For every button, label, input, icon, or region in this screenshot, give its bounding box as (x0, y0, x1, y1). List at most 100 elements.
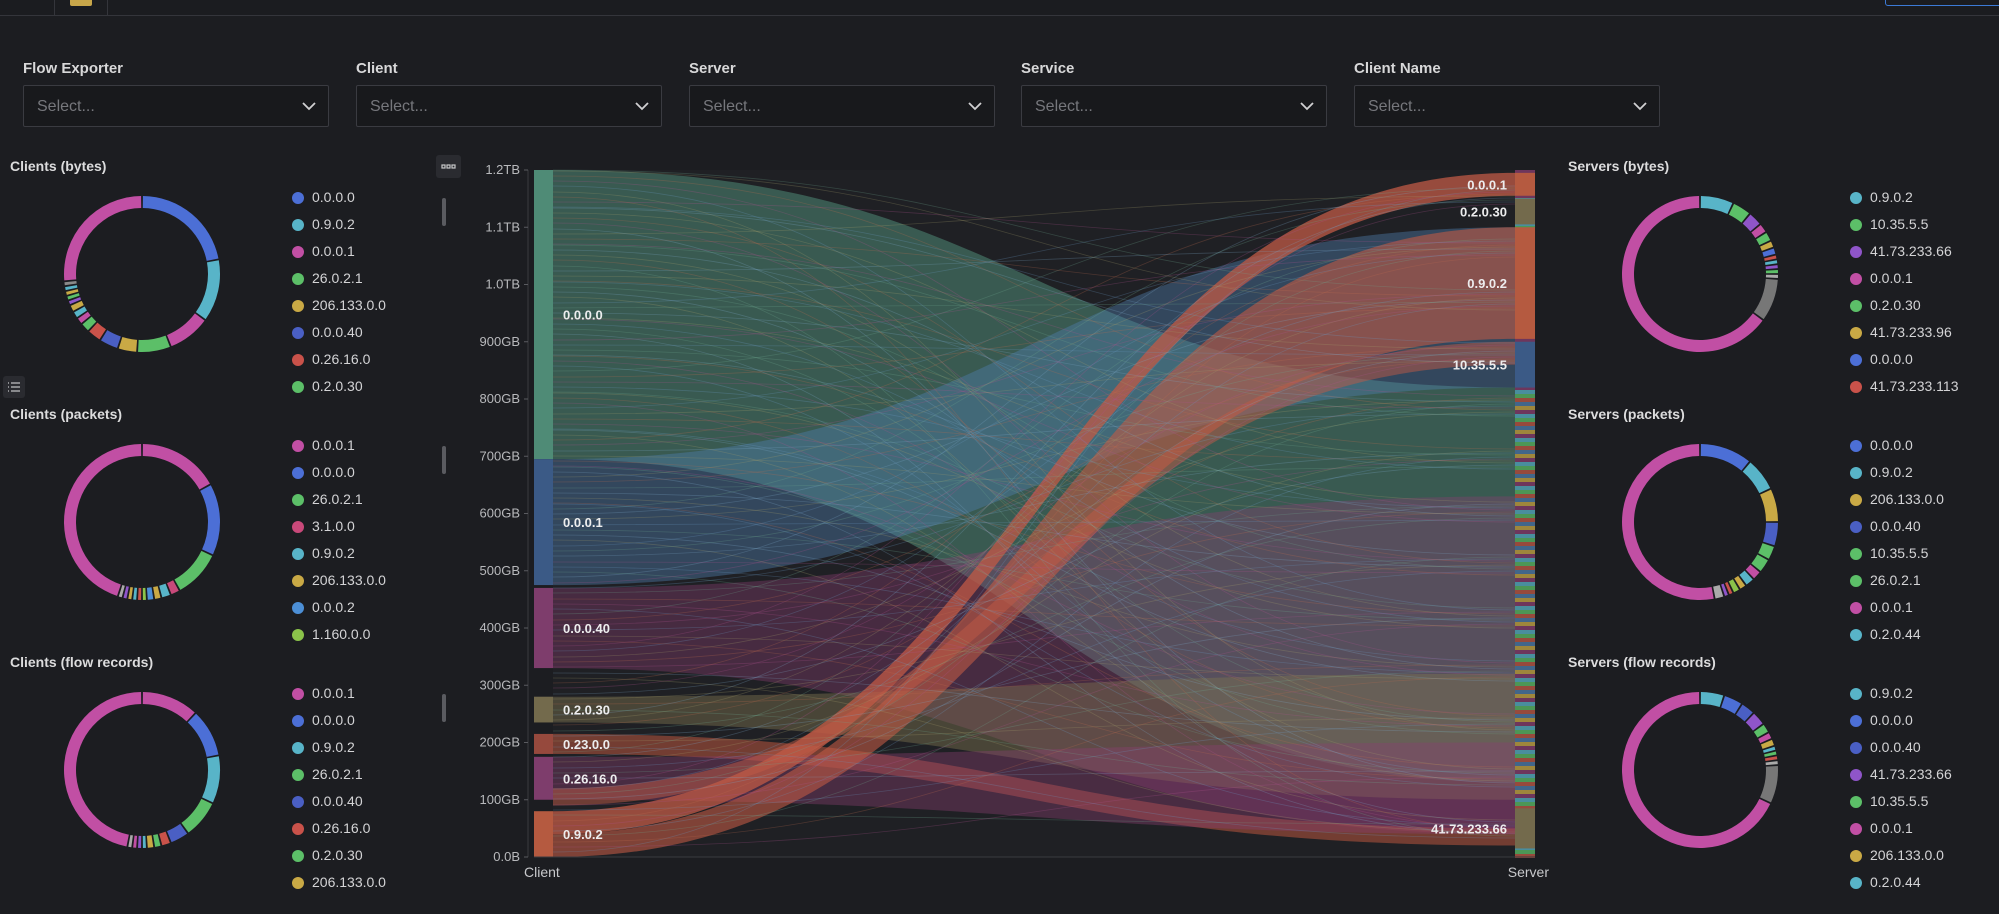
donut-segment[interactable] (138, 587, 142, 600)
donut-segment[interactable] (202, 756, 220, 803)
sankey-node-right-slice[interactable] (1515, 514, 1535, 518)
sankey-node-right-slice[interactable] (1515, 350, 1535, 354)
sankey-node-right-slice[interactable] (1515, 606, 1535, 610)
sankey-node-right[interactable] (1515, 808, 1535, 849)
donut-segment[interactable] (167, 313, 205, 347)
sankey-node-right-slice[interactable] (1515, 202, 1535, 206)
sankey-node-right-slice[interactable] (1515, 394, 1535, 398)
sankey-node-right-slice[interactable] (1515, 802, 1535, 806)
legend-item[interactable]: 1.160.0.0 (292, 623, 442, 650)
sankey-node-right-slice[interactable] (1515, 562, 1535, 566)
donut-segment[interactable] (118, 585, 125, 598)
sankey-node-right-slice[interactable] (1515, 586, 1535, 590)
sankey-node-right-slice[interactable] (1515, 274, 1535, 278)
sankey-node-right-slice[interactable] (1515, 618, 1535, 622)
top-right-button[interactable] (1885, 0, 1999, 6)
clients-flow-records-legend[interactable]: 0.0.0.1 0.0.0.0 0.9.0.2 26.0.2.1 0.0.0.40 0.2… (292, 682, 442, 914)
legend-item[interactable]: 0.9.0.2 (1850, 461, 1999, 488)
donut-segment[interactable] (1763, 522, 1778, 546)
sankey-node-right-slice[interactable] (1515, 294, 1535, 298)
sankey-node-right-slice[interactable] (1515, 190, 1535, 194)
sankey-node-left[interactable] (534, 587, 553, 669)
sankey-node-right-slice[interactable] (1515, 590, 1535, 594)
sankey-node-right-slice[interactable] (1515, 750, 1535, 754)
legend-item[interactable]: 41.73.233.113 (1850, 375, 1999, 402)
sankey-node-right-slice[interactable] (1515, 602, 1535, 606)
sankey-node-right-slice[interactable] (1515, 454, 1535, 458)
sankey-node-right-slice[interactable] (1515, 214, 1535, 218)
sankey-node-right-slice[interactable] (1515, 790, 1535, 794)
legend-item[interactable]: 0.0.0.40 (292, 321, 442, 348)
legend-item[interactable]: 0.0.0.0 (1850, 434, 1999, 461)
donut-segment[interactable] (187, 713, 219, 757)
donut-segment[interactable] (1760, 489, 1778, 522)
legend-item[interactable]: 26.0.2.1 (292, 488, 442, 515)
donut-segment[interactable] (1734, 575, 1746, 589)
donut-segment[interactable] (1751, 225, 1766, 238)
legend-item[interactable]: 41.73.233.96 (1850, 321, 1999, 348)
list-icon[interactable] (3, 376, 25, 398)
sankey-node-right-slice[interactable] (1515, 850, 1535, 854)
donut-segment[interactable] (133, 835, 138, 848)
clients-flow-records-donut[interactable] (62, 690, 222, 850)
legend-item[interactable]: 0.2.0.44 (1850, 871, 1999, 898)
sankey-node-right-slice[interactable] (1515, 306, 1535, 310)
donut-segment[interactable] (1760, 739, 1774, 749)
legend-item[interactable]: 0.0.0.1 (1850, 596, 1999, 623)
donut-segment[interactable] (153, 586, 161, 599)
sankey-node-right-slice[interactable] (1515, 730, 1535, 734)
donut-segment[interactable] (159, 583, 170, 598)
sankey-node-right-slice[interactable] (1515, 726, 1535, 730)
service-select[interactable]: Select... (1021, 85, 1327, 127)
sankey-node-right-slice[interactable] (1515, 470, 1535, 474)
sankey-flow[interactable] (553, 341, 1515, 806)
sankey-node-right-slice[interactable] (1515, 634, 1535, 638)
sankey-node-right-slice[interactable] (1515, 330, 1535, 334)
sankey-node-right-slice[interactable] (1515, 334, 1535, 338)
donut-segment[interactable] (65, 285, 78, 291)
sankey-node-right-slice[interactable] (1515, 806, 1535, 810)
sankey-node-right-slice[interactable] (1515, 362, 1535, 366)
sankey-node-right-slice[interactable] (1515, 546, 1535, 550)
sankey-node-right-slice[interactable] (1515, 462, 1535, 466)
sankey-node-right-slice[interactable] (1515, 718, 1535, 722)
sankey-node-right-slice[interactable] (1515, 694, 1535, 698)
sankey-node-right-slice[interactable] (1515, 238, 1535, 242)
sankey-node-right-slice[interactable] (1515, 846, 1535, 850)
donut-segment[interactable] (68, 297, 82, 305)
legend-item[interactable]: 0.0.0.0 (292, 461, 442, 488)
donut-segment[interactable] (1762, 248, 1776, 257)
donut-segment[interactable] (1758, 733, 1772, 744)
sankey-node-right-slice[interactable] (1515, 366, 1535, 370)
sankey-node-right-slice[interactable] (1515, 658, 1535, 662)
sankey-node-right-slice[interactable] (1515, 278, 1535, 282)
sankey-node-right-slice[interactable] (1515, 554, 1535, 558)
sankey-node-right-slice[interactable] (1515, 230, 1535, 234)
donut-segment[interactable] (1756, 232, 1771, 246)
sankey-node-right-slice[interactable] (1515, 834, 1535, 838)
sankey-node-right-slice[interactable] (1515, 746, 1535, 750)
legend-item[interactable]: 0.0.0.0 (292, 709, 442, 736)
sankey-node-right-slice[interactable] (1515, 318, 1535, 322)
legend-item[interactable]: 0.0.0.1 (292, 434, 442, 461)
donut-segment[interactable] (1760, 766, 1778, 803)
sankey-node-right-slice[interactable] (1515, 406, 1535, 410)
sankey-node-right-slice[interactable] (1515, 174, 1535, 178)
sankey-node-right-slice[interactable] (1515, 258, 1535, 262)
donut-segment[interactable] (1764, 260, 1778, 265)
sankey-node-right-slice[interactable] (1515, 654, 1535, 658)
sankey-node-right-slice[interactable] (1515, 266, 1535, 270)
sankey-node-right-slice[interactable] (1515, 170, 1535, 174)
sankey-node-right-slice[interactable] (1515, 206, 1535, 210)
donut-segment[interactable] (128, 586, 133, 600)
legend-item[interactable]: 0.0.0.2 (292, 596, 442, 623)
sankey-node-right-slice[interactable] (1515, 486, 1535, 490)
sankey-node-right-slice[interactable] (1515, 854, 1535, 858)
sankey-node-right-slice[interactable] (1515, 758, 1535, 762)
servers-bytes-legend[interactable]: 0.9.0.2 10.35.5.5 41.73.233.66 0.0.0.1 0.2.0… (1850, 186, 1999, 418)
client-name-select[interactable]: Select... (1354, 85, 1660, 127)
sankey-node-right-slice[interactable] (1515, 558, 1535, 562)
sankey-flow[interactable] (553, 227, 1515, 857)
sankey-node-right-slice[interactable] (1515, 766, 1535, 770)
sankey-node-right-slice[interactable] (1515, 298, 1535, 302)
